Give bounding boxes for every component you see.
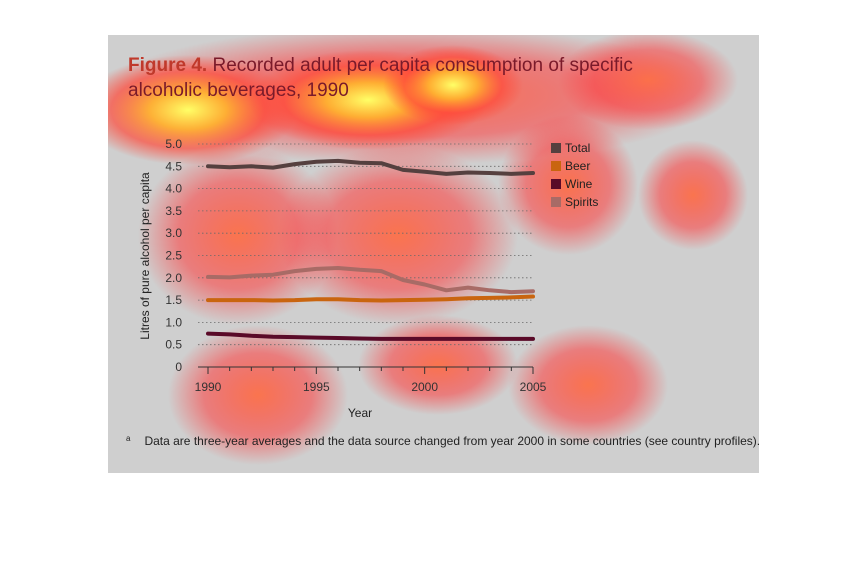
- legend-item-beer: Beer: [551, 157, 598, 175]
- legend-swatch: [551, 197, 561, 207]
- y-tick-label: 3.5: [165, 204, 182, 218]
- series-line-beer: [206, 294, 535, 303]
- y-tick-label: 4.5: [165, 159, 182, 173]
- y-tick-label: 1.5: [165, 293, 182, 307]
- y-tick-label: 1.0: [165, 315, 182, 329]
- line-chart: 0 0.5 1.0 1.5 2.0 2.5 3.0 3.5 4.0 4.5 5.0 1990 1995 2…: [138, 137, 547, 420]
- figure-panel: Figure 4. Recorded adult per capita cons…: [108, 35, 759, 473]
- footnote-mark: a: [126, 434, 131, 443]
- legend-swatch: [551, 143, 561, 153]
- y-tick-label: 2.0: [165, 271, 182, 285]
- legend-swatch: [551, 179, 561, 189]
- y-tick-label: 0: [175, 360, 182, 374]
- legend-label: Wine: [565, 177, 593, 191]
- legend-item-spirits: Spirits: [551, 193, 598, 211]
- legend-label: Total: [565, 141, 591, 155]
- figure-title: Figure 4. Recorded adult per capita cons…: [128, 53, 688, 103]
- y-tick-label: 0.5: [165, 338, 182, 352]
- series-line-total: [206, 158, 535, 176]
- series-line-wine: [206, 331, 535, 341]
- y-tick-label: 4.0: [165, 182, 182, 196]
- chart-legend: Total Beer Wine Spirits: [551, 139, 598, 211]
- footnote-text: Data are three-year averages and the dat…: [144, 434, 759, 448]
- x-axis-label: Year: [348, 406, 372, 420]
- legend-label: Spirits: [565, 195, 599, 209]
- legend-item-wine: Wine: [551, 175, 598, 193]
- footnote: a Data are three-year averages and the da…: [126, 434, 759, 448]
- legend-label: Beer: [565, 159, 591, 173]
- x-tick-label: 1990: [195, 380, 222, 394]
- y-tick-label: 5.0: [165, 137, 182, 151]
- y-tick-label: 2.5: [165, 249, 182, 263]
- figure-label: Figure 4.: [128, 55, 208, 76]
- legend-swatch: [551, 161, 561, 171]
- x-tick-label: 2005: [520, 380, 547, 394]
- legend-item-total: Total: [551, 139, 598, 157]
- series-line-spirits: [206, 266, 535, 295]
- x-tick-label: 2000: [411, 380, 438, 394]
- attention-heatmap: [108, 35, 748, 465]
- y-tick-label: 3.0: [165, 226, 182, 240]
- x-tick-label: 1995: [303, 380, 330, 394]
- y-axis-label: Litres of pure alcohol per capita: [138, 172, 152, 340]
- figure-title-text: Recorded adult per capita consumption of…: [128, 55, 633, 101]
